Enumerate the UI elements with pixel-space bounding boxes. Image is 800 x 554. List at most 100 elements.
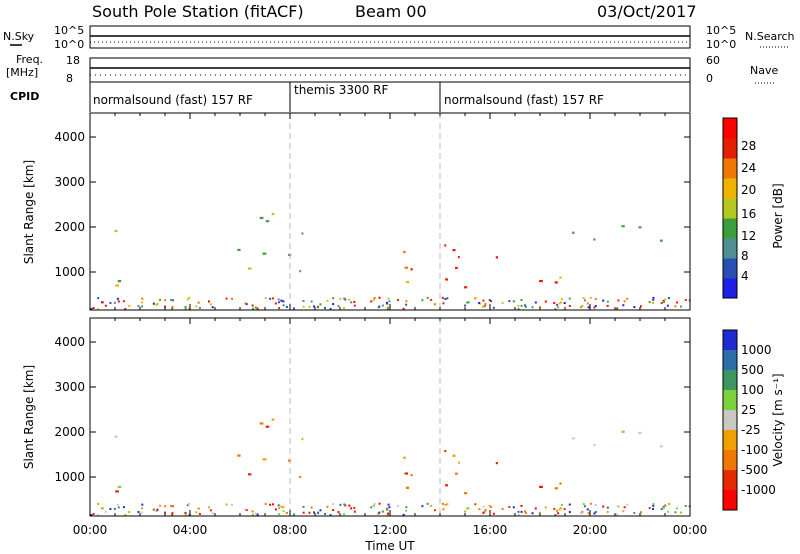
power-cbar-block	[723, 258, 737, 279]
power-cell	[606, 304, 609, 307]
power-cell	[559, 301, 562, 304]
power-cell	[152, 302, 155, 305]
cpid-panel: CPID normalsound (fast) 157 RF themis 33…	[10, 82, 691, 112]
velocity-cell	[466, 507, 469, 510]
power-cell	[302, 305, 305, 308]
velocity-cell	[652, 502, 655, 505]
velocity-cell	[373, 502, 376, 505]
power-cell	[626, 297, 629, 300]
power-cell	[621, 225, 625, 228]
power-cell	[262, 252, 267, 255]
power-cell	[117, 300, 120, 303]
velocity-cell	[269, 503, 272, 506]
power-cell	[396, 298, 399, 301]
power-cell	[302, 300, 305, 303]
power-cell	[265, 220, 270, 223]
velocity-cell	[444, 449, 447, 453]
velocity-cell	[90, 514, 93, 517]
velocity-cbar-block	[723, 330, 737, 351]
velocity-cell	[230, 503, 233, 506]
velocity-cell	[381, 510, 384, 513]
power-cell	[116, 297, 119, 300]
power-cell	[387, 306, 390, 309]
power-cbar-block	[723, 118, 737, 139]
power-cell	[524, 305, 527, 308]
power-cbar-block	[723, 178, 737, 199]
power-cell	[386, 302, 389, 305]
power-cell	[301, 232, 304, 235]
velocity-cbar-100: 100	[741, 383, 764, 397]
power-cell	[568, 297, 571, 300]
power-cell	[482, 299, 485, 302]
velocity-cell	[559, 507, 562, 510]
power-cbar-12: 12	[741, 229, 756, 243]
power-cell	[247, 267, 252, 270]
power-cell	[184, 305, 187, 308]
noise-left-tick-top: 10^5	[54, 24, 84, 37]
power-cell	[586, 302, 589, 305]
velocity-cell	[404, 472, 409, 475]
velocity-cell	[489, 506, 492, 509]
power-cell	[557, 306, 560, 309]
velocity-cell	[492, 512, 495, 515]
power-cell	[405, 280, 410, 284]
velocity-cell	[280, 505, 283, 508]
noise-right-tick-top: 10^5	[706, 24, 736, 37]
velocity-cbar-block	[723, 390, 737, 411]
power-cell	[478, 302, 481, 305]
power-cell	[324, 307, 327, 310]
power-cell	[353, 300, 356, 303]
velocity-cell	[308, 511, 311, 514]
power-cell	[326, 299, 329, 302]
power-cell	[155, 303, 158, 306]
power-cell	[90, 308, 93, 311]
power-cell	[403, 250, 406, 254]
power-cell	[104, 304, 107, 307]
power-cell	[674, 305, 677, 308]
velocity-cell	[324, 513, 327, 516]
power-cell	[114, 229, 118, 233]
velocity-cell	[478, 507, 481, 510]
power-cell	[442, 302, 445, 305]
power-cell	[128, 305, 131, 308]
velocity-cell	[452, 454, 456, 457]
velocity-cell	[593, 512, 596, 515]
velocity-cell	[559, 482, 562, 485]
power-cell	[587, 306, 590, 309]
velocity-cell	[531, 512, 534, 515]
power-cell	[115, 284, 119, 287]
power-cell	[583, 299, 586, 302]
power-cbar-20: 20	[741, 183, 756, 197]
power-cell	[256, 307, 259, 310]
velocity-cbar-neg100: -100	[741, 443, 768, 457]
velocity-ylabel: Slant Range [km]	[22, 365, 36, 469]
velocity-colorbar-title: Velocity [m s⁻¹]	[771, 373, 785, 466]
velocity-cbar-block	[723, 490, 737, 511]
velocity-cell	[301, 438, 304, 441]
power-cell	[452, 249, 456, 252]
power-cbar-block	[723, 278, 737, 299]
velocity-cell	[337, 511, 340, 514]
velocity-cell	[344, 504, 347, 507]
power-cell	[444, 244, 447, 247]
velocity-cell	[282, 506, 285, 509]
velocity-cell	[278, 513, 281, 516]
xtick-2400: 00:00	[673, 523, 708, 537]
power-cell	[159, 298, 162, 301]
velocity-cell	[114, 435, 118, 438]
velocity-cell	[617, 505, 620, 508]
velocity-cell	[141, 507, 144, 510]
freq-left-tick-bottom: 8	[66, 72, 73, 85]
velocity-cell	[152, 508, 155, 511]
power-cell	[495, 256, 498, 259]
velocity-cell	[329, 513, 332, 516]
velocity-cell	[353, 506, 356, 509]
power-cell	[141, 301, 144, 304]
velocity-cell	[538, 511, 541, 514]
velocity-cell	[403, 456, 406, 459]
velocity-cell	[370, 506, 373, 509]
velocity-cell	[277, 507, 280, 510]
velocity-cell	[553, 507, 556, 510]
power-cell	[387, 297, 390, 300]
power-cell	[652, 298, 655, 301]
